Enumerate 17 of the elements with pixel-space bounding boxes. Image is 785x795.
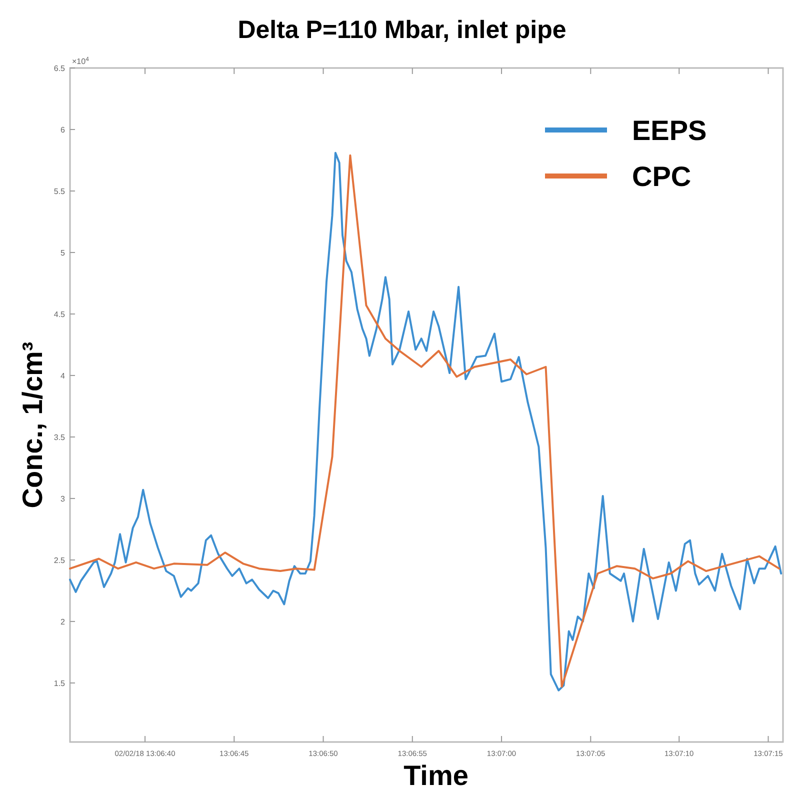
y-axis-title: Conc., 1/cm³ [17, 342, 48, 508]
y-tick-label: 4 [60, 371, 66, 380]
legend-label: CPC [632, 161, 692, 192]
y-tick-label: 6 [60, 125, 66, 134]
x-axis-title: Time [404, 760, 468, 791]
y-tick-label: 4.5 [54, 310, 66, 319]
legend-label: EEPS [632, 115, 707, 146]
y-tick-label: 6.5 [54, 64, 66, 73]
y-tick-label: 2 [60, 617, 66, 626]
y-tick-label: 1.5 [54, 678, 66, 688]
y-tick-label: 5 [60, 248, 66, 258]
y-tick-label: 5.5 [54, 186, 66, 196]
text: ×10$^{4}$ [72, 56, 90, 66]
y-tick-label: 3.5 [54, 432, 66, 442]
y-tick-label: 2.5 [54, 556, 66, 565]
y-tick-label: 3 [60, 494, 66, 504]
chart-title: Delta P=110 Mbar, inlet pipe [238, 16, 566, 44]
